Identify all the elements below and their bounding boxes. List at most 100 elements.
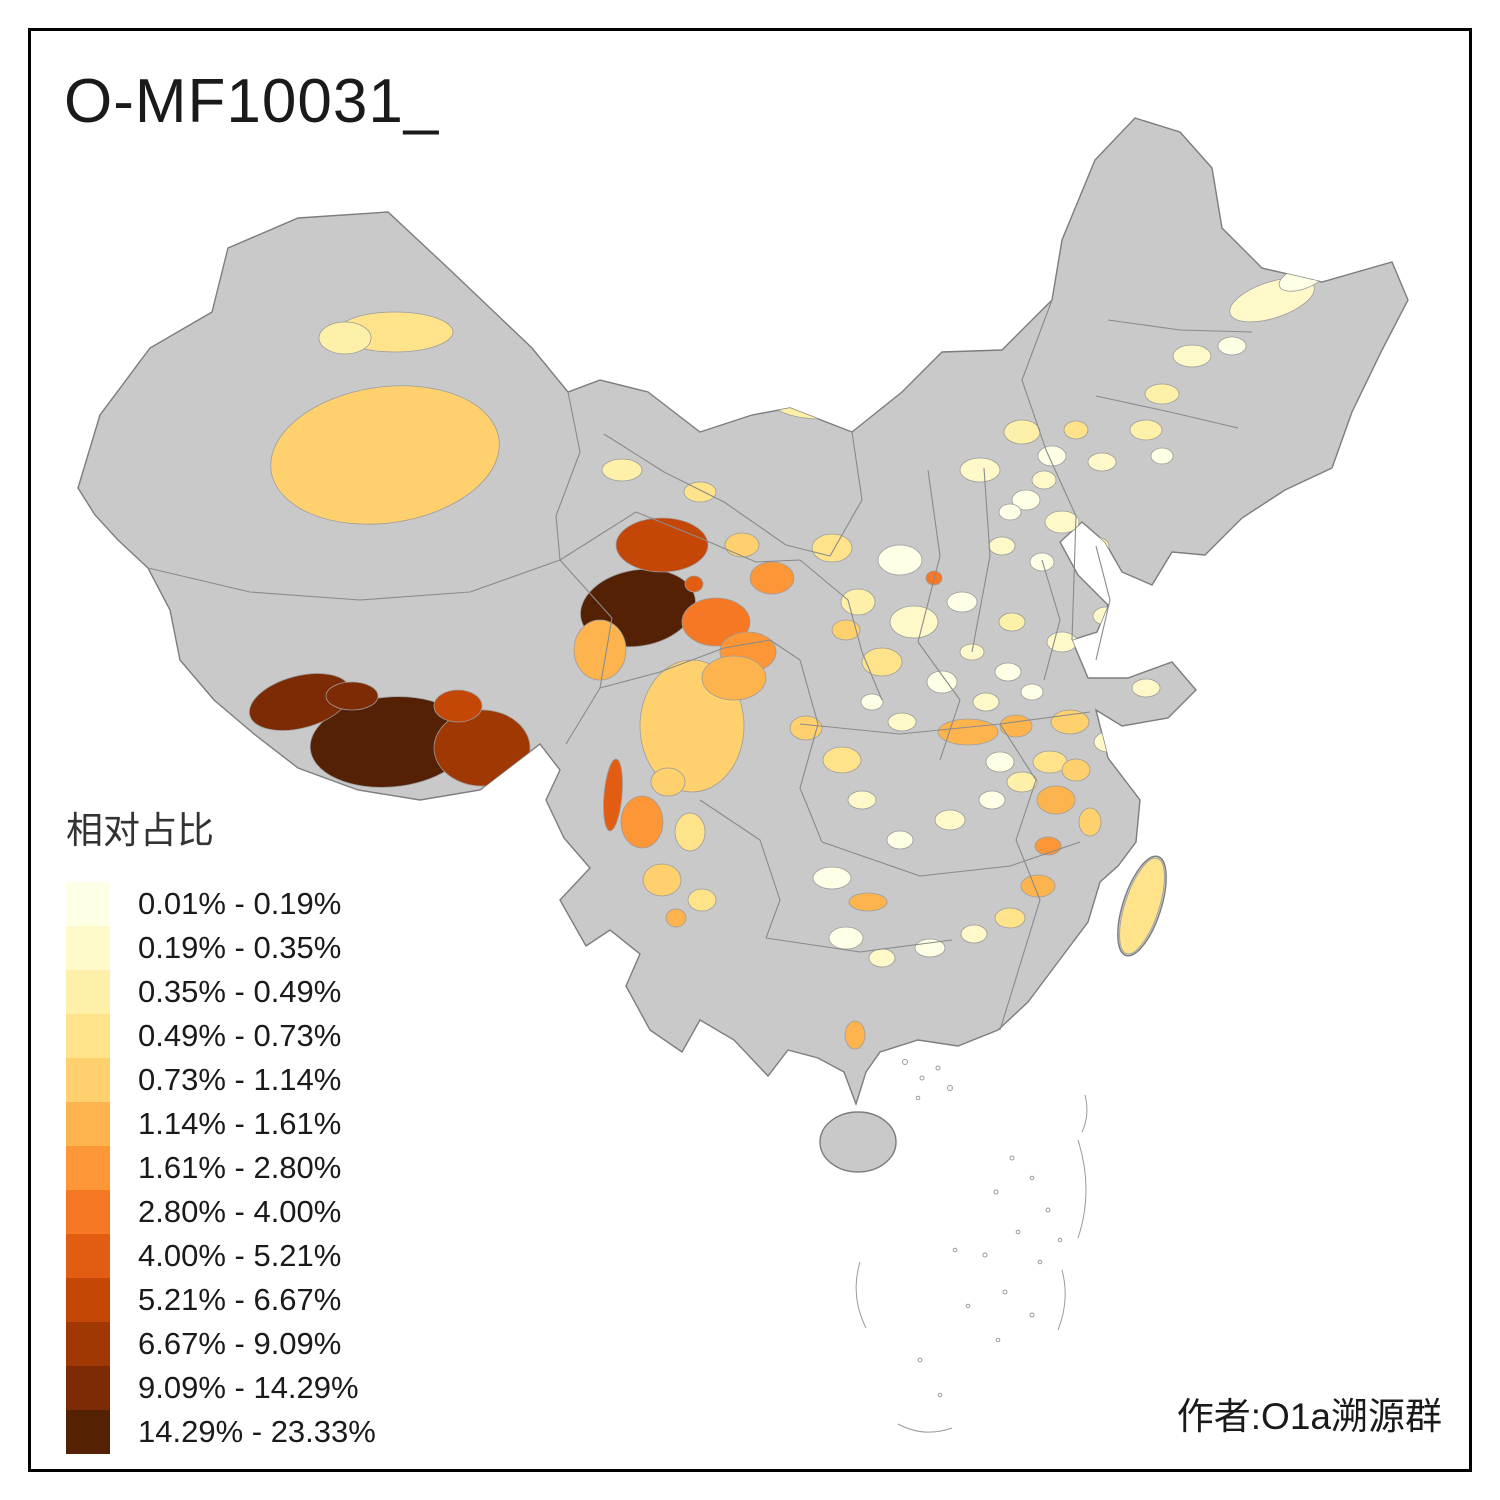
legend-label: 9.09% - 14.29% bbox=[138, 1370, 359, 1405]
legend-row: 0.01% - 0.19% bbox=[66, 882, 376, 926]
region-patch bbox=[887, 712, 917, 732]
legend-swatch bbox=[66, 1102, 110, 1146]
legend-row: 0.19% - 0.35% bbox=[66, 926, 376, 970]
region-patch bbox=[831, 619, 861, 641]
legend-label: 5.21% - 6.67% bbox=[138, 1282, 342, 1317]
region-patch bbox=[988, 536, 1016, 556]
south-china-sea-islands bbox=[855, 1059, 1088, 1433]
region-patch bbox=[1031, 470, 1057, 490]
legend-title: 相对占比 bbox=[66, 810, 214, 851]
region-patch bbox=[877, 544, 923, 576]
legend-row: 9.09% - 14.29% bbox=[66, 1366, 376, 1410]
region-patch bbox=[270, 385, 500, 525]
legend-row: 0.35% - 0.49% bbox=[66, 970, 376, 1014]
region-patch bbox=[844, 1020, 866, 1050]
region-patch bbox=[1020, 683, 1044, 701]
legend-label: 0.35% - 0.49% bbox=[138, 974, 342, 1009]
region-patch bbox=[889, 605, 939, 639]
region-patch bbox=[994, 662, 1022, 682]
region-patch bbox=[687, 888, 717, 912]
legend-swatch bbox=[66, 1322, 110, 1366]
region-patch bbox=[811, 533, 853, 563]
legend-swatch bbox=[66, 1234, 110, 1278]
region-patch bbox=[959, 457, 1001, 483]
region-patch bbox=[998, 503, 1022, 521]
region-patch bbox=[650, 767, 686, 797]
region-patch bbox=[985, 751, 1015, 773]
legend-row: 0.73% - 1.14% bbox=[66, 1058, 376, 1102]
region-patch bbox=[1037, 445, 1067, 467]
region-patch bbox=[999, 714, 1033, 738]
region-patch bbox=[1172, 344, 1212, 368]
region-patch bbox=[994, 907, 1026, 929]
region-patch bbox=[325, 681, 379, 711]
legend-row: 1.14% - 1.61% bbox=[66, 1102, 376, 1146]
legend-rows: 0.01% - 0.19% 0.19% - 0.35% 0.35% - 0.49% 0… bbox=[66, 882, 376, 1454]
legend-swatch bbox=[66, 1146, 110, 1190]
region-patch bbox=[847, 790, 877, 810]
province-boundaries bbox=[147, 299, 1253, 1031]
region-patch bbox=[860, 693, 884, 711]
legend-swatch bbox=[66, 1058, 110, 1102]
region-patch bbox=[840, 588, 876, 616]
legend-label: 0.19% - 0.35% bbox=[138, 930, 342, 965]
region-patch bbox=[1144, 383, 1180, 405]
region-patch bbox=[1078, 807, 1102, 837]
region-patch bbox=[1093, 731, 1123, 753]
region-patch bbox=[1063, 420, 1089, 440]
region-patch bbox=[1050, 709, 1090, 735]
region-patch bbox=[789, 715, 823, 741]
legend-swatch bbox=[66, 1410, 110, 1454]
legend-row: 2.80% - 4.00% bbox=[66, 1190, 376, 1234]
region-patch bbox=[1036, 785, 1076, 815]
region-patch bbox=[1061, 758, 1091, 782]
legend-row: 4.00% - 5.21% bbox=[66, 1234, 376, 1278]
region-patch bbox=[1106, 575, 1138, 597]
region-patch bbox=[681, 597, 751, 647]
region-patch bbox=[998, 612, 1026, 632]
region-patch bbox=[433, 709, 531, 787]
region-patch bbox=[701, 655, 767, 701]
region-patch bbox=[603, 758, 623, 832]
region-patch bbox=[749, 561, 795, 595]
region-patch bbox=[601, 458, 643, 482]
region-patch bbox=[937, 718, 999, 746]
legend-swatch bbox=[66, 970, 110, 1014]
region-patch bbox=[1119, 857, 1165, 955]
region-patch bbox=[665, 908, 687, 928]
legend-swatch bbox=[66, 1014, 110, 1058]
region-patch bbox=[1034, 836, 1062, 856]
region-patch bbox=[433, 689, 483, 723]
legend-swatch bbox=[66, 1190, 110, 1234]
region-patch bbox=[1086, 650, 1122, 674]
legend-label: 6.67% - 9.09% bbox=[138, 1326, 342, 1361]
region-patch bbox=[934, 809, 966, 831]
region-patch bbox=[848, 892, 888, 912]
legend-label: 0.49% - 0.73% bbox=[138, 1018, 342, 1053]
legend-label: 14.29% - 23.33% bbox=[138, 1414, 376, 1449]
region-patch bbox=[1029, 552, 1055, 572]
region-patch bbox=[1003, 419, 1041, 445]
legend-label: 4.00% - 5.21% bbox=[138, 1238, 342, 1273]
legend-row: 14.29% - 23.33% bbox=[66, 1410, 376, 1454]
attribution: 作者:O1a溯源群 bbox=[1176, 1396, 1442, 1437]
region-patch bbox=[775, 390, 869, 420]
region-patch bbox=[926, 670, 958, 694]
region-patch bbox=[972, 692, 1000, 712]
region-patch bbox=[978, 790, 1006, 810]
legend-swatch bbox=[66, 882, 110, 926]
legend-row: 0.49% - 0.73% bbox=[66, 1014, 376, 1058]
legend-row: 5.21% - 6.67% bbox=[66, 1278, 376, 1322]
legend-label: 1.14% - 1.61% bbox=[138, 1106, 342, 1141]
legend-swatch bbox=[66, 1366, 110, 1410]
region-patch bbox=[1129, 419, 1163, 441]
legend: 相对占比 0.01% - 0.19% 0.19% - 0.35% 0.35% - 0… bbox=[66, 800, 376, 1454]
legend-label: 0.73% - 1.14% bbox=[138, 1062, 342, 1097]
region-patch bbox=[683, 481, 717, 503]
region-patch bbox=[1123, 629, 1157, 651]
region-patch bbox=[886, 830, 914, 850]
region-patch bbox=[1150, 447, 1174, 465]
region-patch bbox=[960, 924, 988, 944]
hainan-island bbox=[819, 1111, 897, 1173]
legend-swatch bbox=[66, 926, 110, 970]
